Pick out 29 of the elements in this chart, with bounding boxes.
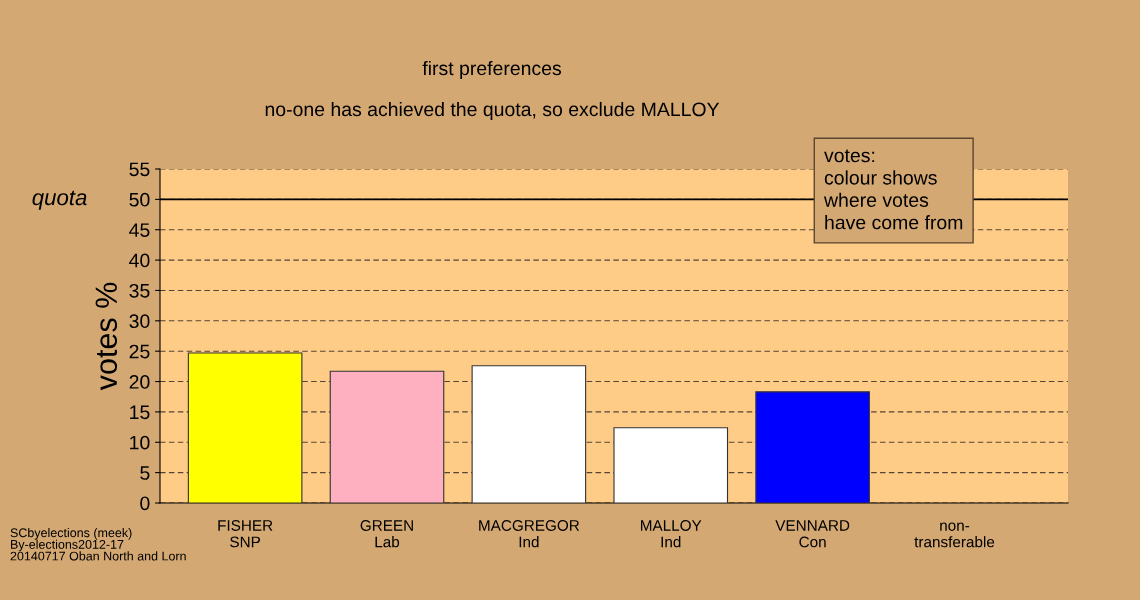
- y-tick-label: 20: [129, 375, 150, 389]
- x-tick-label: FISHER SNP: [218, 520, 273, 548]
- bar: [755, 391, 870, 503]
- y-tick-label: 30: [129, 314, 150, 329]
- x-tick-label: non- transferable: [914, 522, 995, 548]
- chart-subtitle: no-one has achieved the quota, so exclude MALLOY: [265, 101, 720, 121]
- y-tick-label: 45: [129, 223, 150, 237]
- bar: [471, 365, 587, 503]
- bar: [187, 352, 303, 503]
- y-tick-label: 15: [130, 405, 150, 420]
- text: SCbyelections (meek) By-elections2012-17 20140717 Oban North and Lorn: [10, 528, 186, 561]
- y-tick-label: 0: [140, 496, 150, 511]
- x-tick-label: MALLOY Ind: [641, 520, 702, 548]
- bar: [613, 427, 729, 503]
- bar: [329, 370, 445, 503]
- y-tick-label: 40: [129, 253, 150, 268]
- y-tick-label: 55: [129, 162, 150, 177]
- y-tick-label: 35: [129, 283, 150, 298]
- y-tick-label: 50: [129, 192, 150, 207]
- x-tick-label: VENNARD Con: [775, 520, 850, 548]
- annotation: votes: colour shows where votes have come from: [823, 149, 963, 230]
- y-tick-label: 25: [129, 344, 150, 359]
- x-tick-label: GREEN Lab: [360, 520, 413, 548]
- ref-line-label: quota: [32, 190, 87, 210]
- y-tick-label: 5: [140, 466, 150, 480]
- x-tick-label: MACGREGOR Ind: [479, 520, 580, 548]
- chart-title: first preferences: [422, 60, 562, 80]
- y-tick-label: 10: [130, 435, 150, 450]
- y-axis-title: votes %: [95, 282, 118, 391]
